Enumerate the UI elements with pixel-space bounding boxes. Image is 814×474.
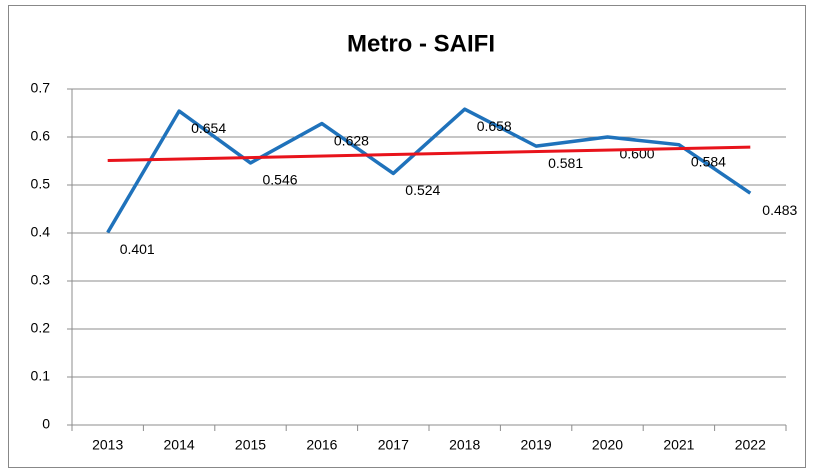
data-label: 0.628	[334, 132, 369, 148]
x-tick-label: 2019	[521, 437, 552, 453]
x-tick-label: 2017	[378, 437, 409, 453]
data-label: 0.546	[263, 172, 298, 188]
x-tick-label: 2015	[235, 437, 266, 453]
data-label: 0.658	[477, 118, 512, 134]
y-tick-label: 0.1	[31, 368, 51, 384]
x-tick-label: 2013	[92, 437, 123, 453]
trend-line	[107, 145, 751, 163]
data-label: 0.654	[191, 120, 226, 136]
x-tick-label: 2021	[663, 437, 694, 453]
x-tick-label: 2022	[735, 437, 766, 453]
data-label: 0.584	[691, 153, 726, 169]
y-tick-label: 0.6	[31, 128, 51, 144]
y-tick-label: 0.2	[31, 320, 51, 336]
data-label: 0.401	[120, 241, 155, 257]
data-label: 0.524	[405, 182, 440, 198]
data-label: 0.581	[548, 155, 583, 171]
y-tick-label: 0.4	[31, 224, 51, 240]
y-tick-label: 0.7	[31, 80, 51, 96]
x-tick-label: 2020	[592, 437, 623, 453]
data-line	[106, 107, 752, 234]
x-tick-label: 2018	[449, 437, 480, 453]
chart-border	[8, 5, 806, 468]
chart-title: Metro - SAIFI	[347, 30, 495, 57]
y-tick-label: 0.3	[31, 272, 51, 288]
x-tick-label: 2014	[164, 437, 195, 453]
data-label: 0.483	[762, 202, 797, 218]
y-tick-label: 0	[42, 416, 50, 432]
y-tick-label: 0.5	[31, 176, 51, 192]
x-tick-label: 2016	[306, 437, 337, 453]
